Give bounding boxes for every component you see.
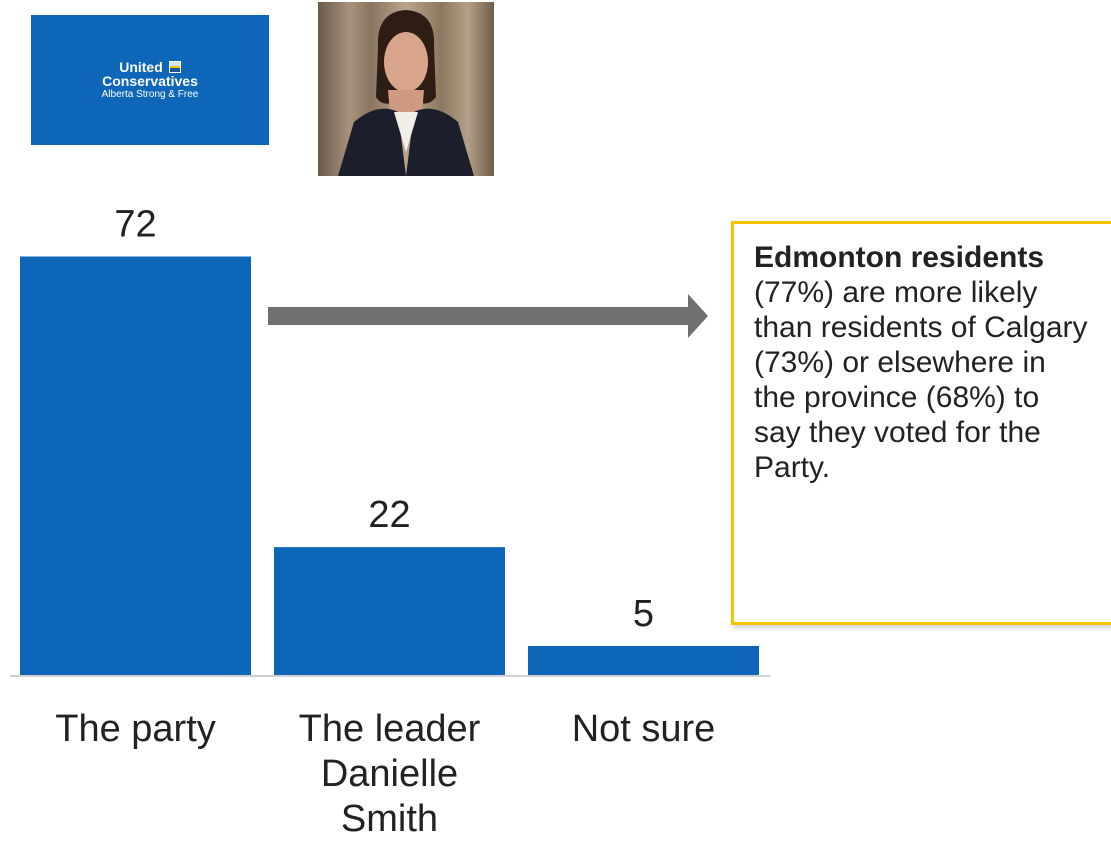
logo-line1: United: [119, 58, 163, 75]
bar-2: [274, 547, 505, 675]
logo-line2: Conservatives: [102, 73, 198, 90]
bar-3: [528, 645, 759, 675]
leader-portrait-icon: [338, 10, 474, 176]
category-label-3: Not sure: [572, 708, 716, 750]
note-text: (77%) are more likely than residents of …: [754, 276, 1088, 484]
data-label-1: 72: [114, 204, 156, 246]
note-bold: Edmonton residents: [754, 241, 1045, 274]
category-label-1: The party: [55, 708, 216, 750]
data-label-2: 22: [368, 494, 410, 536]
category-label-2: The leader Danielle Smith: [299, 708, 481, 840]
alberta-flag-icon: [168, 60, 181, 73]
arrow-icon: [268, 294, 708, 338]
logo-line3: Alberta Strong & Free: [101, 88, 199, 100]
data-label-3: 5: [633, 593, 654, 635]
leader-portrait-image: [318, 2, 494, 176]
united-conservatives-logo: United Conservatives Alberta Strong & Fr…: [31, 15, 269, 145]
bar-1: [20, 256, 251, 675]
callout-note: Edmonton residents (77%) are more likely…: [731, 221, 1111, 625]
bar-chart: 72 22 5 The party The leader Danielle Smith No…: [10, 204, 770, 840]
